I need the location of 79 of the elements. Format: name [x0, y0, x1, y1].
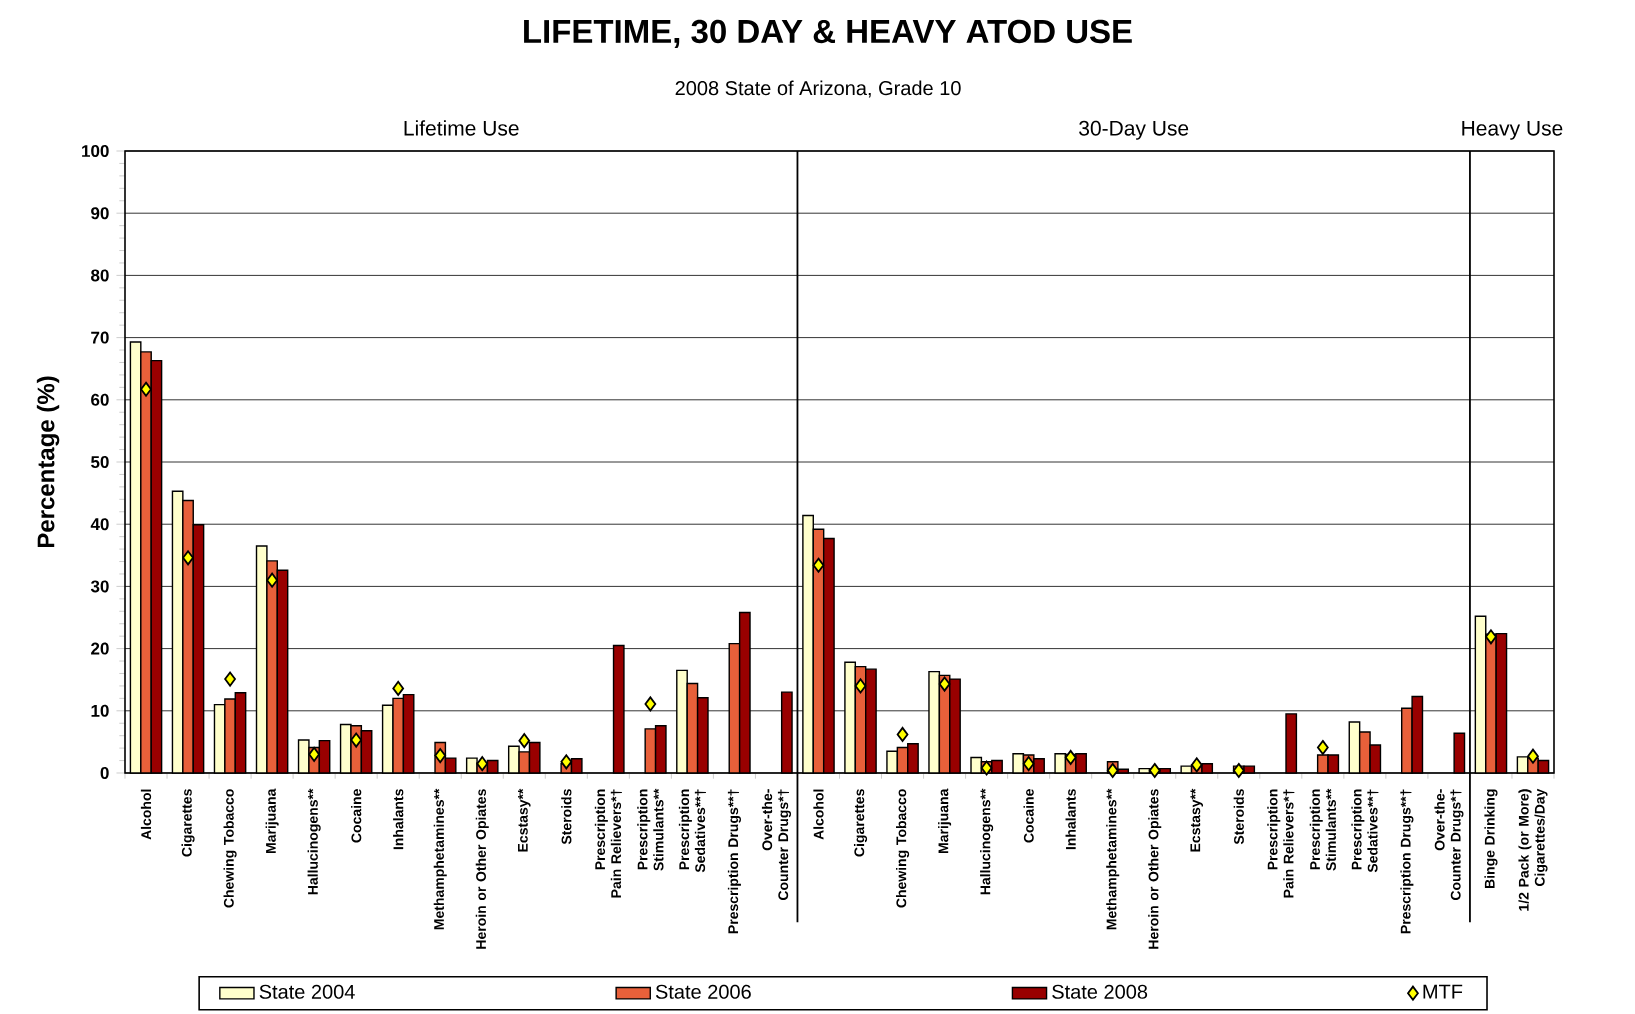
point [896, 726, 909, 742]
text: 30-Day Use [1079, 120, 1189, 140]
legend-label: State 2008 [1052, 984, 1148, 999]
x-tick-label: Prescription Stimulants** [1309, 788, 1336, 871]
y-tick-label: 80 [91, 269, 109, 282]
point [560, 754, 573, 770]
x-tick-label: Hallucinogens** [980, 788, 994, 895]
legend-label: State 2004 [259, 984, 355, 999]
x-tick-label: Alcohol [813, 789, 824, 840]
x-tick-label: Methamphetamines** [433, 788, 447, 930]
point [476, 756, 489, 772]
point [1148, 763, 1161, 779]
point [1106, 763, 1119, 779]
x-tick-label: Heroin or Other Opiates [1148, 789, 1162, 949]
x-tick-label: Steroids [1233, 789, 1244, 845]
point [1485, 629, 1497, 645]
x-tick-label: Binge Drinking [1484, 789, 1498, 888]
x-tick-label: Over-the-Counter Drugs*† [1434, 789, 1464, 901]
y-tick-label: 10 [91, 704, 109, 717]
x-tick-label: Alcohol [140, 789, 152, 840]
x-tick-label: Prescription Drugs**† [1400, 789, 1414, 934]
point [854, 678, 867, 694]
point [938, 676, 951, 692]
point [1316, 740, 1329, 755]
legend-label: MTF [1423, 984, 1463, 999]
x-tick-label: Steroids [561, 789, 572, 845]
x-tick-label: Heroin or Other Opiates [475, 789, 489, 949]
x-tick-label: Cigarettes [853, 789, 868, 857]
point [308, 746, 320, 762]
x-tick-label: Prescription Sedatives**† [678, 789, 706, 873]
point [224, 671, 236, 687]
x-tick-label: Inhalants [1065, 789, 1076, 850]
y-tick-label: 60 [91, 393, 109, 406]
y-tick-label: 100 [82, 144, 109, 158]
point [1064, 749, 1077, 765]
y-tick-label: 50 [91, 456, 109, 469]
point [350, 732, 363, 748]
text: Lifetime Use [404, 120, 519, 136]
x-tick-label: Prescription Stimulants** [637, 788, 664, 871]
chart-title: LIFETIME, 30 DAY & HEAVY ATOD USE [524, 19, 1132, 48]
point [266, 572, 278, 588]
y-tick-label: 40 [90, 518, 109, 531]
x-tick-label: Cigarettes [181, 789, 195, 857]
x-tick-label: Methamphetamines** [1106, 788, 1120, 930]
point [140, 381, 152, 397]
point [1527, 748, 1539, 764]
x-tick-label: Hallucinogens** [307, 788, 321, 895]
y-axis-title: Percentage (%) [36, 376, 60, 548]
x-tick-label: Prescription Sedatives**† [1351, 789, 1379, 873]
x-tick-label: Marijuana [938, 788, 952, 854]
x-tick-label: Ecstasy** [1190, 788, 1204, 852]
x-tick-label: Prescription Drugs**† [727, 789, 741, 934]
point [812, 557, 825, 573]
point [518, 733, 531, 749]
y-tick-label: 20 [91, 642, 109, 655]
y-tick-label: 30 [90, 580, 109, 593]
y-tick-label: 70 [91, 331, 109, 344]
x-tick-label: Ecstasy** [518, 788, 531, 852]
point [1232, 763, 1245, 779]
point [182, 550, 194, 566]
y-tick-label: 90 [91, 207, 109, 220]
x-tick-label: Over-the-Counter Drugs*† [761, 789, 792, 901]
point [434, 748, 447, 764]
x-tick-label: Marijuana [265, 788, 279, 854]
text: Heavy Use [1462, 121, 1563, 140]
x-tick-label: 1/2 Pack (or More) Cigarettes/Day [1518, 788, 1548, 911]
x-tick-label: Inhalants [393, 789, 404, 850]
legend-label: State 2006 [655, 984, 751, 999]
point [644, 696, 657, 712]
x-tick-label: Prescription Pain Relievers*† [594, 789, 622, 898]
x-tick-label: Prescription Pain Relievers*† [1267, 789, 1295, 898]
x-tick-label: Cocaine [1023, 789, 1034, 843]
point [1190, 757, 1203, 773]
x-tick-label: Chewing Tobacco [896, 789, 910, 908]
x-tick-label: Chewing Tobacco [223, 789, 237, 908]
x-tick-label: Cocaine [351, 789, 362, 843]
point [392, 680, 405, 696]
y-tick-label: 0 [100, 767, 109, 780]
chart-subtitle: 2008 State of Arizona, Grade 10 [675, 80, 961, 98]
